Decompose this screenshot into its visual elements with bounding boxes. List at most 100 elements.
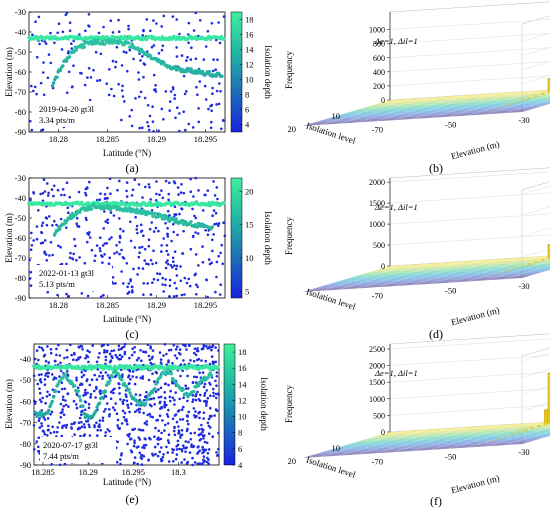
noise-point	[115, 412, 119, 416]
noise-point	[179, 363, 183, 366]
x-axis-label: Latitude (°N)	[103, 314, 151, 324]
noise-point	[76, 386, 80, 390]
noise-point	[46, 434, 49, 437]
noise-point	[175, 287, 178, 290]
noise-point	[168, 395, 172, 399]
noise-point	[51, 224, 54, 227]
noise-point	[203, 193, 206, 197]
noise-point	[147, 124, 150, 128]
noise-point	[44, 401, 47, 405]
noise-point	[106, 221, 110, 225]
point-density-label: 5.13 pts/m	[39, 279, 75, 289]
noise-point	[70, 353, 73, 357]
noise-point	[74, 244, 77, 248]
surface-point	[138, 364, 143, 368]
ridge-bar	[494, 107, 499, 109]
noise-point	[132, 444, 136, 448]
noise-point	[88, 434, 92, 437]
panel-label-c: (c)	[125, 327, 138, 341]
noise-point	[112, 349, 116, 352]
noise-point	[78, 383, 82, 387]
noise-point	[87, 423, 91, 427]
noise-point	[33, 402, 37, 405]
noise-point	[154, 261, 158, 265]
noise-point	[118, 392, 121, 395]
noise-point	[72, 252, 75, 256]
x-tick-label: 18.29	[147, 134, 166, 144]
noise-point	[51, 425, 54, 429]
noise-point	[38, 426, 42, 429]
noise-point	[212, 391, 215, 395]
noise-point	[44, 359, 48, 363]
noise-point	[134, 97, 137, 100]
noise-point	[141, 196, 144, 199]
noise-point	[164, 222, 167, 225]
noise-point	[207, 107, 210, 111]
noise-point	[167, 441, 171, 445]
floor-grid-line	[466, 256, 550, 282]
noise-point	[46, 290, 49, 294]
profile-point	[58, 379, 63, 383]
noise-point	[101, 377, 104, 380]
noise-point	[117, 344, 121, 348]
y-tick-label: -80	[20, 439, 31, 449]
noise-point	[168, 278, 172, 282]
profile-point	[92, 38, 97, 42]
x-tick-label: 18.3	[171, 467, 186, 477]
noise-point	[46, 390, 49, 394]
z-axis-label: Frequency	[284, 51, 294, 89]
noise-point	[210, 414, 213, 418]
noise-point	[126, 404, 129, 407]
noise-point	[109, 19, 113, 23]
y-tick-label: -80	[15, 273, 26, 283]
noise-point	[152, 277, 156, 281]
noise-point	[125, 399, 129, 403]
noise-point	[119, 462, 122, 466]
noise-point	[105, 242, 109, 245]
floor-grid-line	[430, 423, 519, 451]
panel-label-d: (d)	[429, 327, 443, 341]
profile-point	[110, 375, 115, 379]
noise-point	[57, 390, 61, 394]
ridge-bar	[547, 90, 550, 94]
noise-point	[63, 193, 66, 197]
panel-d: 0 500 1000 1500 2000 -70 -50 -30 Δe=1, Δil=1 Fr…	[284, 167, 550, 341]
noise-point	[103, 349, 106, 352]
noise-point	[154, 370, 158, 374]
noise-point	[151, 372, 154, 376]
noise-point	[126, 423, 129, 426]
noise-point	[177, 431, 181, 434]
floor-grid-line	[485, 95, 550, 115]
noise-point	[165, 445, 168, 449]
floor-grid-line	[411, 258, 501, 286]
noise-point	[99, 236, 102, 239]
y-tick-label: -40	[15, 193, 26, 203]
noise-point	[205, 389, 208, 392]
noise-point	[204, 45, 208, 48]
noise-point	[131, 370, 135, 373]
noise-point	[147, 458, 150, 462]
noise-point	[86, 294, 90, 298]
noise-point	[136, 462, 139, 466]
floor-grid-line	[411, 424, 501, 452]
profile-point	[73, 384, 77, 388]
noise-point	[203, 440, 207, 444]
noise-point	[166, 226, 169, 230]
profile-point	[168, 219, 172, 223]
noise-point	[103, 253, 106, 256]
noise-point	[47, 53, 51, 56]
noise-point	[164, 266, 168, 270]
noise-point	[154, 426, 157, 430]
noise-point	[214, 211, 218, 215]
noise-point	[167, 198, 170, 202]
noise-point	[217, 447, 220, 451]
noise-point	[105, 350, 109, 354]
floor-grid-line	[503, 265, 550, 280]
noise-point	[133, 461, 136, 465]
noise-point	[180, 433, 184, 437]
noise-point	[94, 396, 97, 399]
noise-point	[203, 400, 206, 403]
noise-point	[194, 216, 198, 220]
noise-point	[175, 453, 179, 456]
noise-point	[206, 452, 210, 455]
